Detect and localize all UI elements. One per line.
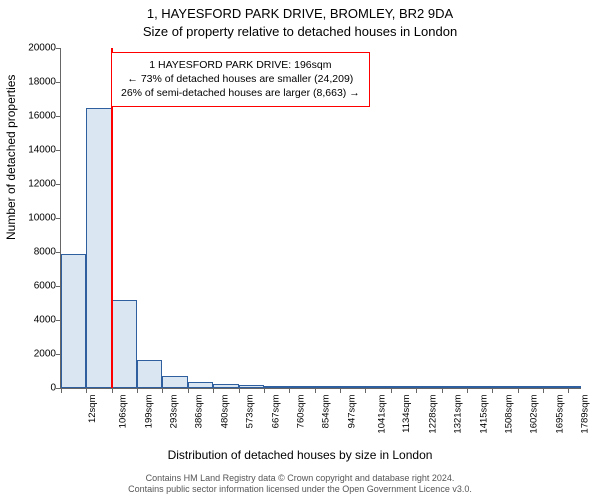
histogram-bar (340, 386, 365, 388)
xtick-mark (365, 388, 366, 393)
xtick-label: 760sqm (295, 395, 306, 429)
xtick-mark (442, 388, 443, 393)
ytick-mark (56, 48, 61, 49)
xtick-label: 1695sqm (554, 395, 565, 434)
xtick-mark (391, 388, 392, 393)
xtick-mark (264, 388, 265, 393)
histogram-bar (162, 376, 187, 388)
xtick-label: 106sqm (118, 395, 129, 429)
ytick-mark (56, 218, 61, 219)
histogram-bar (391, 386, 416, 388)
x-axis-label: Distribution of detached houses by size … (0, 448, 600, 462)
xtick-label: 480sqm (219, 395, 230, 429)
annotation-line-2: ← 73% of detached houses are smaller (24… (121, 72, 360, 86)
xtick-label: 12sqm (87, 395, 98, 424)
xtick-label: 293sqm (169, 395, 180, 429)
footer-text: Contains HM Land Registry data © Crown c… (0, 473, 600, 496)
xtick-mark (188, 388, 189, 393)
histogram-bar (467, 386, 492, 388)
xtick-mark (543, 388, 544, 393)
xtick-mark (492, 388, 493, 393)
ytick-mark (56, 184, 61, 185)
xtick-label: 1041sqm (377, 395, 388, 434)
footer-line-2: Contains public sector information licen… (0, 484, 600, 496)
xtick-label: 1228sqm (427, 395, 438, 434)
xtick-mark (61, 388, 62, 393)
annotation-line-3: 26% of semi-detached houses are larger (… (121, 86, 360, 100)
ytick-mark (56, 116, 61, 117)
histogram-bar (543, 386, 568, 388)
xtick-mark (162, 388, 163, 393)
histogram-bar (365, 386, 390, 388)
histogram-bar (442, 386, 467, 388)
ytick-label: 18000 (28, 77, 56, 88)
xtick-label: 386sqm (194, 395, 205, 429)
ytick-label: 20000 (28, 43, 56, 54)
ytick-label: 12000 (28, 179, 56, 190)
xtick-mark (86, 388, 87, 393)
histogram-bar (289, 386, 314, 388)
histogram-bar (492, 386, 517, 388)
xtick-mark (137, 388, 138, 393)
xtick-label: 1602sqm (529, 395, 540, 434)
xtick-label: 1508sqm (503, 395, 514, 434)
xtick-mark (518, 388, 519, 393)
histogram-bar (264, 386, 289, 388)
xtick-mark (289, 388, 290, 393)
page-title: 1, HAYESFORD PARK DRIVE, BROMLEY, BR2 9D… (0, 6, 600, 21)
xtick-label: 573sqm (244, 395, 255, 429)
ytick-label: 2000 (34, 349, 56, 360)
xtick-mark (213, 388, 214, 393)
xtick-label: 1415sqm (478, 395, 489, 434)
xtick-mark (568, 388, 569, 393)
ytick-label: 0 (50, 383, 56, 394)
y-axis-label: Number of detached properties (4, 75, 18, 240)
histogram-bar (61, 254, 86, 388)
xtick-mark (315, 388, 316, 393)
histogram-bar (188, 382, 213, 388)
histogram-bar (518, 386, 543, 388)
xtick-label: 1321sqm (453, 395, 464, 434)
ytick-mark (56, 82, 61, 83)
ytick-label: 10000 (28, 213, 56, 224)
xtick-label: 1789sqm (580, 395, 591, 434)
histogram-bar (137, 360, 162, 388)
xtick-label: 667sqm (270, 395, 281, 429)
xtick-label: 1134sqm (401, 395, 412, 433)
histogram-bar (568, 386, 581, 388)
xtick-mark (340, 388, 341, 393)
histogram-bar (213, 384, 238, 388)
xtick-label: 854sqm (321, 395, 332, 429)
ytick-mark (56, 150, 61, 151)
xtick-mark (467, 388, 468, 393)
histogram-bar (86, 108, 111, 389)
annotation-box: 1 HAYESFORD PARK DRIVE: 196sqm ← 73% of … (111, 52, 370, 107)
page-subtitle: Size of property relative to detached ho… (0, 24, 600, 39)
ytick-label: 4000 (34, 315, 56, 326)
footer-line-1: Contains HM Land Registry data © Crown c… (0, 473, 600, 485)
xtick-label: 947sqm (346, 395, 357, 429)
histogram-bar (416, 386, 441, 388)
ytick-label: 14000 (28, 145, 56, 156)
xtick-mark (416, 388, 417, 393)
histogram-bar (112, 300, 137, 388)
annotation-line-1: 1 HAYESFORD PARK DRIVE: 196sqm (121, 58, 360, 72)
xtick-mark (239, 388, 240, 393)
ytick-label: 6000 (34, 281, 56, 292)
histogram-bar (239, 385, 264, 388)
xtick-mark (112, 388, 113, 393)
ytick-label: 8000 (34, 247, 56, 258)
ytick-label: 16000 (28, 111, 56, 122)
histogram-bar (315, 386, 340, 388)
xtick-label: 199sqm (143, 395, 154, 429)
